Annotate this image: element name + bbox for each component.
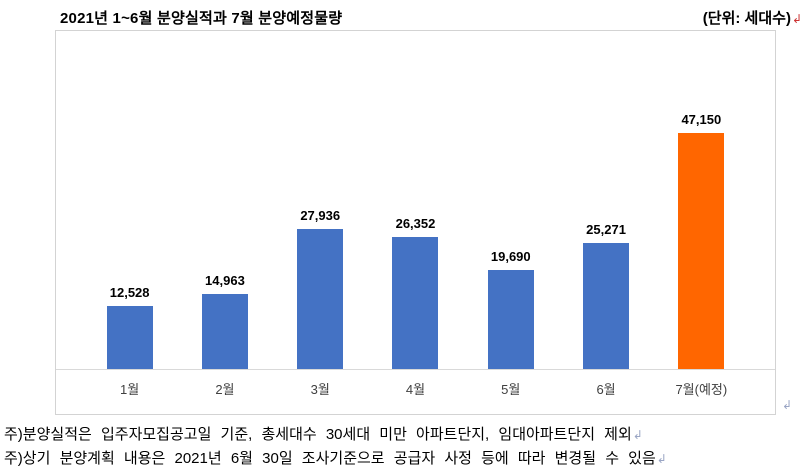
bar-value-label: 26,352 — [395, 216, 436, 231]
bar — [678, 133, 725, 369]
bar — [201, 294, 248, 369]
bar-value-label: 47,150 — [681, 112, 722, 127]
bar-column: 27,936 — [273, 208, 368, 369]
x-axis-label: 4월 — [405, 382, 426, 397]
x-axis-label: 6월 — [596, 382, 616, 397]
unit-label: (단위: 세대수)↲ — [703, 7, 802, 28]
x-axis-label: 1월 — [120, 382, 140, 397]
unit-label-text: (단위: 세대수) — [702, 10, 791, 27]
footnotes: 주)분양실적은 입주자모집공고일 기준, 총세대수 30세대 미만 아파트단지,… — [4, 423, 667, 471]
bar — [297, 229, 344, 369]
chart-title: 2021년 1~6월 분양실적과 7월 분양예정물량 — [60, 10, 343, 27]
x-axis-label: 3월 — [310, 382, 330, 397]
bar — [583, 243, 630, 369]
bar-column: 25,271 — [558, 222, 653, 369]
chart-frame: 12,528 14,963 27,936 26,352 19,690 25,271 47,1… — [55, 30, 776, 415]
paragraph-mark-icon: ↲ — [782, 398, 793, 412]
paragraph-mark-icon: ↲ — [791, 12, 802, 26]
footnote-line: 주)상기 분양계획 내용은 2021년 6월 30일 조사기준으로 공급자 사정… — [4, 447, 667, 471]
x-axis-labels: 1월 2월 3월 4월 5월 6월 7월(예정) — [56, 370, 775, 398]
bar-value-label: 12,528 — [109, 285, 150, 300]
footnote-text: 주)상기 분양계획 내용은 2021년 6월 30일 조사기준으로 공급자 사정… — [4, 450, 656, 467]
bar-column: 26,352 — [368, 216, 463, 369]
x-axis-label: 7월(예정) — [675, 382, 728, 397]
bar-plot: 12,528 14,963 27,936 26,352 19,690 25,271 47,1… — [56, 31, 775, 370]
bar-value-label: 14,963 — [205, 273, 245, 288]
paragraph-mark-icon: ↲ — [656, 452, 667, 466]
footnote-text: 주)분양실적은 입주자모집공고일 기준, 총세대수 30세대 미만 아파트단지,… — [4, 426, 632, 443]
bar — [106, 306, 153, 369]
bar — [487, 270, 534, 369]
bar — [392, 237, 439, 369]
bar-column: 19,690 — [463, 249, 558, 369]
footnote-line: 주)분양실적은 입주자모집공고일 기준, 총세대수 30세대 미만 아파트단지,… — [4, 423, 667, 447]
paragraph-mark-icon: ↲ — [632, 428, 643, 442]
x-axis-label: 2월 — [215, 382, 235, 397]
bar-value-label: 19,690 — [490, 249, 531, 264]
bar-column: 47,150 — [654, 112, 749, 369]
x-axis-label: 5월 — [501, 382, 521, 397]
bar-value-label: 25,271 — [586, 222, 626, 237]
bar-column: 14,963 — [177, 273, 272, 369]
bar-value-label: 27,936 — [300, 208, 341, 223]
bar-column: 12,528 — [82, 285, 177, 369]
